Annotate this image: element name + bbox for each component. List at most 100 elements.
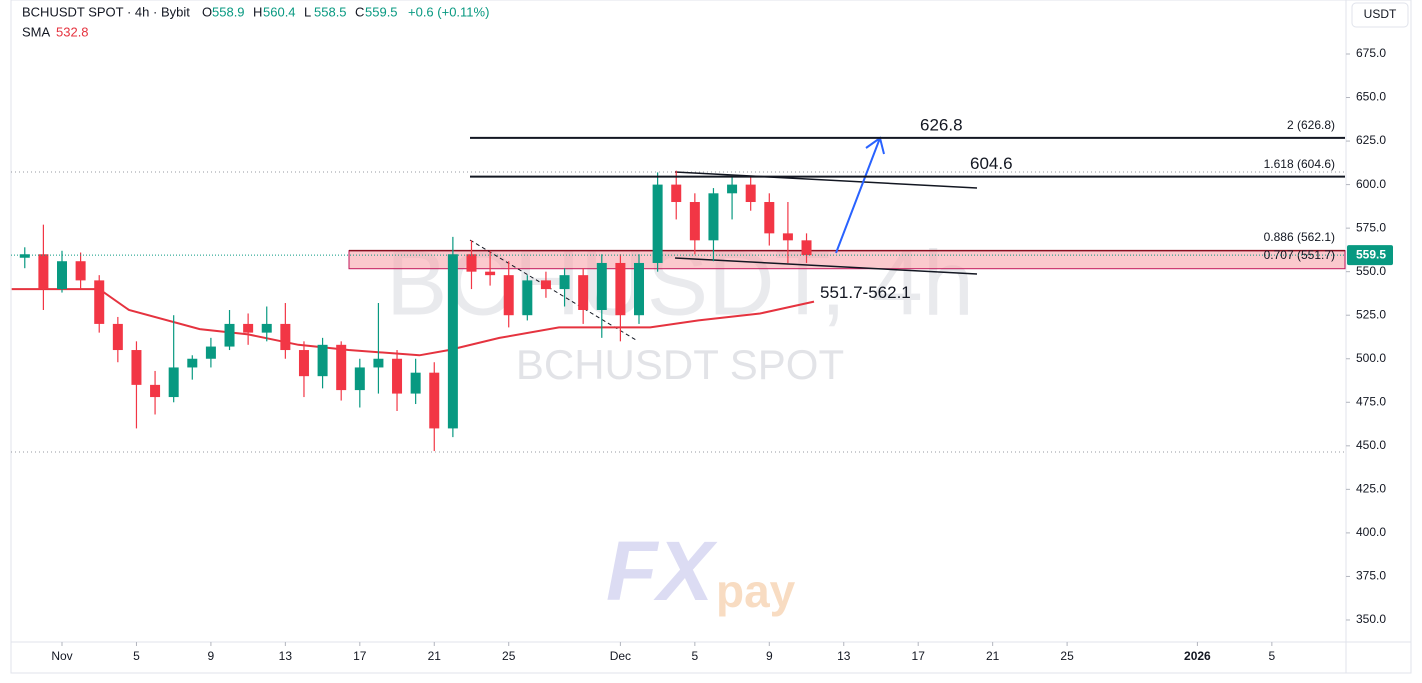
candle-body xyxy=(466,254,477,272)
candle-body xyxy=(243,323,254,333)
candle-body xyxy=(689,202,700,241)
symbol: BCHUSDT SPOT · 4h · Bybit xyxy=(22,4,190,19)
candle-body xyxy=(485,271,496,276)
x-tick-label: 21 xyxy=(428,649,442,663)
candle-body xyxy=(410,372,421,394)
candle-body xyxy=(634,262,645,316)
price-tag xyxy=(1347,245,1393,266)
candle-body xyxy=(150,384,161,398)
x-tick-label: 13 xyxy=(837,649,851,663)
y-tick-label: 600.0 xyxy=(1356,177,1386,191)
candle-body xyxy=(19,254,30,258)
sma-name: SMA xyxy=(22,24,51,39)
fib-label: 1.618 (604.6) xyxy=(1264,157,1335,171)
candle-body xyxy=(56,261,67,290)
x-tick-label: 17 xyxy=(353,649,367,663)
x-tick-label: Nov xyxy=(51,649,72,663)
candle-body xyxy=(336,344,347,391)
candle-body xyxy=(429,372,440,429)
candle-body xyxy=(298,350,309,377)
x-tick-label: 2026 xyxy=(1184,649,1211,663)
y-tick-label: 675.0 xyxy=(1356,46,1386,60)
currency[interactable]: USDT xyxy=(1364,7,1397,21)
x-tick-label: 13 xyxy=(279,649,293,663)
candle-body xyxy=(559,275,570,290)
frame xyxy=(10,0,1412,674)
ohlc-value: 558.5 xyxy=(314,4,347,19)
candle-body xyxy=(671,184,682,203)
candle-body xyxy=(447,254,458,429)
currency-button[interactable] xyxy=(1351,2,1409,28)
y-tick-label: 375.0 xyxy=(1356,569,1386,583)
candle-body xyxy=(578,275,589,310)
candle-body xyxy=(745,184,756,203)
ohlc-label: C xyxy=(355,4,364,19)
candle-body xyxy=(187,358,198,368)
trend-line xyxy=(469,239,637,341)
sma-value: 532.8 xyxy=(56,24,89,39)
candle-body xyxy=(522,280,533,316)
ohlc-value: 558.9 xyxy=(212,4,245,19)
zone-label: 551.7-562.1 xyxy=(820,283,911,302)
y-tick-label: 350.0 xyxy=(1356,612,1386,626)
candle-body xyxy=(205,346,216,359)
watermark: BCHUSDT, 4h xyxy=(386,232,974,334)
candle-body xyxy=(280,323,291,351)
candle-body xyxy=(801,240,812,256)
y-tick-label: 500.0 xyxy=(1356,351,1386,365)
fib-label: 0.707 (551.7) xyxy=(1264,248,1335,262)
y-tick-label: 650.0 xyxy=(1356,90,1386,104)
ohlc-label: O xyxy=(202,4,212,19)
y-tick-label: 425.0 xyxy=(1356,482,1386,496)
candle-body xyxy=(727,184,738,194)
y-tick-label: 575.0 xyxy=(1356,220,1386,234)
candle-body xyxy=(392,358,403,394)
x-tick-label: 5 xyxy=(692,649,699,663)
candle-body xyxy=(168,367,179,398)
candle-body xyxy=(317,344,328,377)
candle-body xyxy=(354,367,365,391)
y-tick-label: 450.0 xyxy=(1356,438,1386,452)
logo: FX xyxy=(606,524,718,618)
y-tick-label: 525.0 xyxy=(1356,307,1386,321)
y-tick-label: 625.0 xyxy=(1356,133,1386,147)
x-tick-label: 9 xyxy=(766,649,773,663)
candle-body xyxy=(75,261,86,281)
ohlc-label: H xyxy=(253,4,262,19)
x-tick-label: 25 xyxy=(1060,649,1074,663)
change: +0.6 (+0.11%) xyxy=(408,4,489,19)
candle-body xyxy=(764,202,775,234)
candle-body xyxy=(652,184,663,263)
candle-body xyxy=(261,323,272,333)
fib-label: 0.886 (562.1) xyxy=(1264,230,1335,244)
watermark-sub: BCHUSDT SPOT xyxy=(516,341,844,388)
candle-body xyxy=(615,262,626,316)
x-tick-label: 9 xyxy=(208,649,215,663)
y-tick-label: 475.0 xyxy=(1356,394,1386,408)
ohlc-label: L xyxy=(304,4,311,19)
candle-body xyxy=(94,280,105,324)
level-label: 626.8 xyxy=(920,115,963,134)
x-tick-label: 5 xyxy=(133,649,140,663)
candle-body xyxy=(224,323,235,347)
x-tick-label: Dec xyxy=(610,649,631,663)
y-tick-label: 400.0 xyxy=(1356,525,1386,539)
zone xyxy=(348,250,1346,270)
candle-body xyxy=(708,193,719,241)
candle-body xyxy=(131,350,142,385)
candle-body xyxy=(782,233,793,241)
candle-body xyxy=(38,254,49,290)
sma-line xyxy=(11,288,815,357)
logo-sub: pay xyxy=(716,565,796,617)
x-tick-label: 25 xyxy=(502,649,516,663)
x-tick-label: 5 xyxy=(1269,649,1276,663)
candle-body xyxy=(540,280,551,290)
ohlc-value: 560.4 xyxy=(263,4,296,19)
x-tick-label: 17 xyxy=(912,649,926,663)
y-tick-label: 550.0 xyxy=(1356,264,1386,278)
trend-line xyxy=(674,257,978,275)
trend-line xyxy=(674,171,978,189)
price-tag-label: 559.5 xyxy=(1356,247,1386,261)
